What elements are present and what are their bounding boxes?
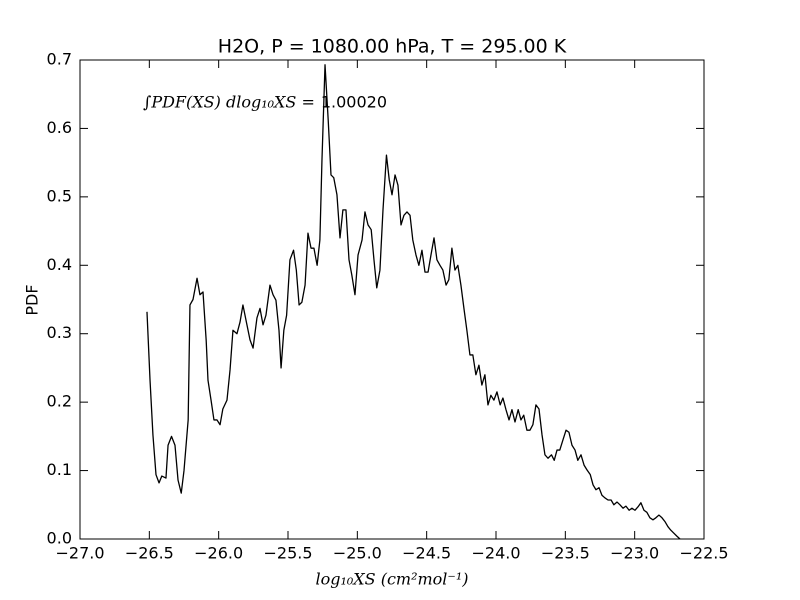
x-tick-label: −26.0	[194, 544, 243, 563]
x-tick-label: −26.5	[125, 544, 174, 563]
x-tick-label: −27.0	[55, 544, 104, 563]
y-axis-label: PDF	[23, 284, 42, 315]
y-tick-label: 0.5	[47, 186, 72, 205]
y-tick-label: 0.3	[47, 323, 72, 342]
data-line	[146, 64, 681, 540]
y-tick-label: 0.2	[47, 392, 72, 411]
x-tick-label: −24.5	[402, 544, 451, 563]
annotation-value: 1.00020	[321, 93, 387, 112]
y-tick-label: 0.7	[47, 50, 72, 69]
y-tick-label: 0.1	[47, 460, 72, 479]
x-axis-label: log₁₀XS (cm²mol⁻¹)	[315, 570, 468, 589]
x-tick-label: −25.5	[263, 544, 312, 563]
x-tick-label: −22.5	[679, 544, 728, 563]
y-tick-label: 0.6	[47, 118, 72, 137]
x-tick-label: −24.0	[471, 544, 520, 563]
chart-title: H2O, P = 1080.00 hPa, T = 295.00 K	[218, 36, 567, 58]
y-tick-label: 0.4	[47, 255, 72, 274]
x-tick-label: −23.5	[541, 544, 590, 563]
annotation-label: ∫PDF(XS) dlog₁₀XS =	[143, 93, 315, 112]
x-tick-label: −25.0	[333, 544, 382, 563]
plot-frame	[79, 59, 705, 540]
y-tick-label: 0.0	[47, 529, 72, 548]
x-tick-label: −23.0	[610, 544, 659, 563]
